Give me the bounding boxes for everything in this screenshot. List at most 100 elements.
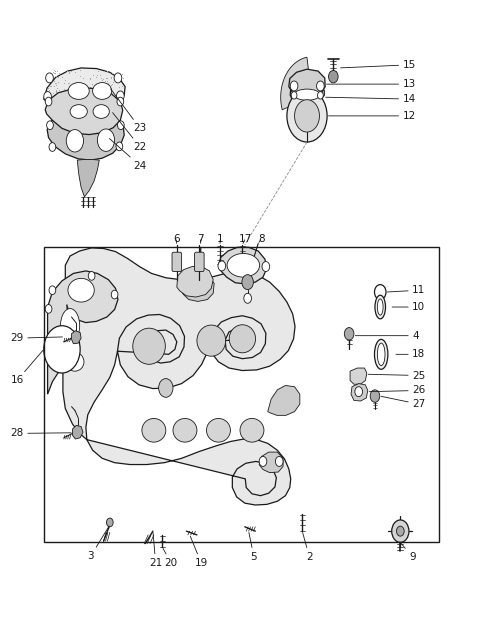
Circle shape <box>114 73 122 83</box>
Ellipse shape <box>93 82 112 99</box>
Text: 24: 24 <box>109 139 147 171</box>
Circle shape <box>328 71 338 83</box>
Text: 13: 13 <box>326 79 416 89</box>
Text: 7: 7 <box>197 233 204 243</box>
Polygon shape <box>281 57 309 110</box>
Text: 27: 27 <box>381 396 426 409</box>
Polygon shape <box>77 160 99 197</box>
Circle shape <box>318 92 323 99</box>
Circle shape <box>242 275 253 290</box>
Circle shape <box>45 305 52 313</box>
Text: 16: 16 <box>11 351 43 386</box>
Text: 4: 4 <box>355 331 419 341</box>
Text: 23: 23 <box>111 89 147 134</box>
Text: 15: 15 <box>340 60 416 70</box>
Circle shape <box>287 90 327 142</box>
Circle shape <box>116 142 123 151</box>
Circle shape <box>370 390 380 402</box>
Polygon shape <box>259 452 283 472</box>
Polygon shape <box>48 271 118 394</box>
Text: 17: 17 <box>239 233 252 243</box>
Ellipse shape <box>70 105 87 119</box>
Circle shape <box>88 271 95 280</box>
Text: 12: 12 <box>328 111 416 121</box>
Ellipse shape <box>173 419 197 442</box>
Circle shape <box>45 97 52 106</box>
Circle shape <box>49 143 56 152</box>
Circle shape <box>392 520 409 542</box>
Ellipse shape <box>68 278 94 302</box>
Ellipse shape <box>93 105 109 119</box>
Ellipse shape <box>375 295 385 319</box>
Text: 21: 21 <box>149 532 162 568</box>
Circle shape <box>396 526 404 536</box>
Circle shape <box>291 92 297 99</box>
Polygon shape <box>44 68 125 113</box>
Polygon shape <box>72 426 83 439</box>
Text: 3: 3 <box>87 526 109 561</box>
Ellipse shape <box>142 419 166 442</box>
Circle shape <box>111 290 118 299</box>
Ellipse shape <box>377 299 383 315</box>
Circle shape <box>46 73 53 83</box>
Circle shape <box>107 518 113 527</box>
Circle shape <box>117 97 124 106</box>
Circle shape <box>218 261 226 271</box>
Circle shape <box>118 121 124 130</box>
Circle shape <box>344 328 354 340</box>
Circle shape <box>262 261 270 271</box>
Text: 26: 26 <box>369 386 426 396</box>
Polygon shape <box>289 69 325 96</box>
Circle shape <box>276 456 283 466</box>
Circle shape <box>259 456 267 466</box>
Polygon shape <box>351 384 368 401</box>
Ellipse shape <box>60 309 80 343</box>
Polygon shape <box>63 248 295 505</box>
Ellipse shape <box>229 324 255 353</box>
Circle shape <box>117 91 124 101</box>
Text: 19: 19 <box>190 536 208 568</box>
Text: 2: 2 <box>302 532 312 562</box>
Ellipse shape <box>377 343 385 366</box>
Text: 6: 6 <box>173 233 180 243</box>
Polygon shape <box>177 266 213 297</box>
Polygon shape <box>182 273 214 301</box>
Circle shape <box>49 286 56 295</box>
Text: 9: 9 <box>401 544 416 562</box>
Circle shape <box>317 81 324 91</box>
Circle shape <box>290 81 298 91</box>
Polygon shape <box>290 83 324 103</box>
Text: 14: 14 <box>325 94 416 104</box>
Polygon shape <box>72 331 81 344</box>
Ellipse shape <box>66 353 84 371</box>
Ellipse shape <box>197 325 226 356</box>
Text: 11: 11 <box>387 285 426 295</box>
Circle shape <box>244 293 252 303</box>
Polygon shape <box>45 88 123 135</box>
Polygon shape <box>218 247 267 284</box>
Circle shape <box>44 92 51 102</box>
FancyBboxPatch shape <box>172 252 181 271</box>
Text: 10: 10 <box>392 302 425 312</box>
Ellipse shape <box>68 82 89 99</box>
Circle shape <box>295 100 320 132</box>
Ellipse shape <box>294 89 320 100</box>
Text: 28: 28 <box>11 429 71 439</box>
Text: 20: 20 <box>163 548 178 568</box>
Circle shape <box>66 130 84 152</box>
Text: 22: 22 <box>113 112 147 152</box>
Polygon shape <box>268 386 300 416</box>
Text: 5: 5 <box>249 532 257 562</box>
Text: 25: 25 <box>368 371 426 381</box>
Text: 18: 18 <box>396 349 426 359</box>
Ellipse shape <box>227 253 260 277</box>
Circle shape <box>97 129 115 152</box>
Bar <box>44 246 439 542</box>
Circle shape <box>44 326 80 373</box>
Ellipse shape <box>374 339 388 369</box>
Text: 8: 8 <box>258 233 265 243</box>
Polygon shape <box>47 108 124 160</box>
Circle shape <box>374 285 386 300</box>
Ellipse shape <box>133 328 165 364</box>
Polygon shape <box>350 368 367 384</box>
